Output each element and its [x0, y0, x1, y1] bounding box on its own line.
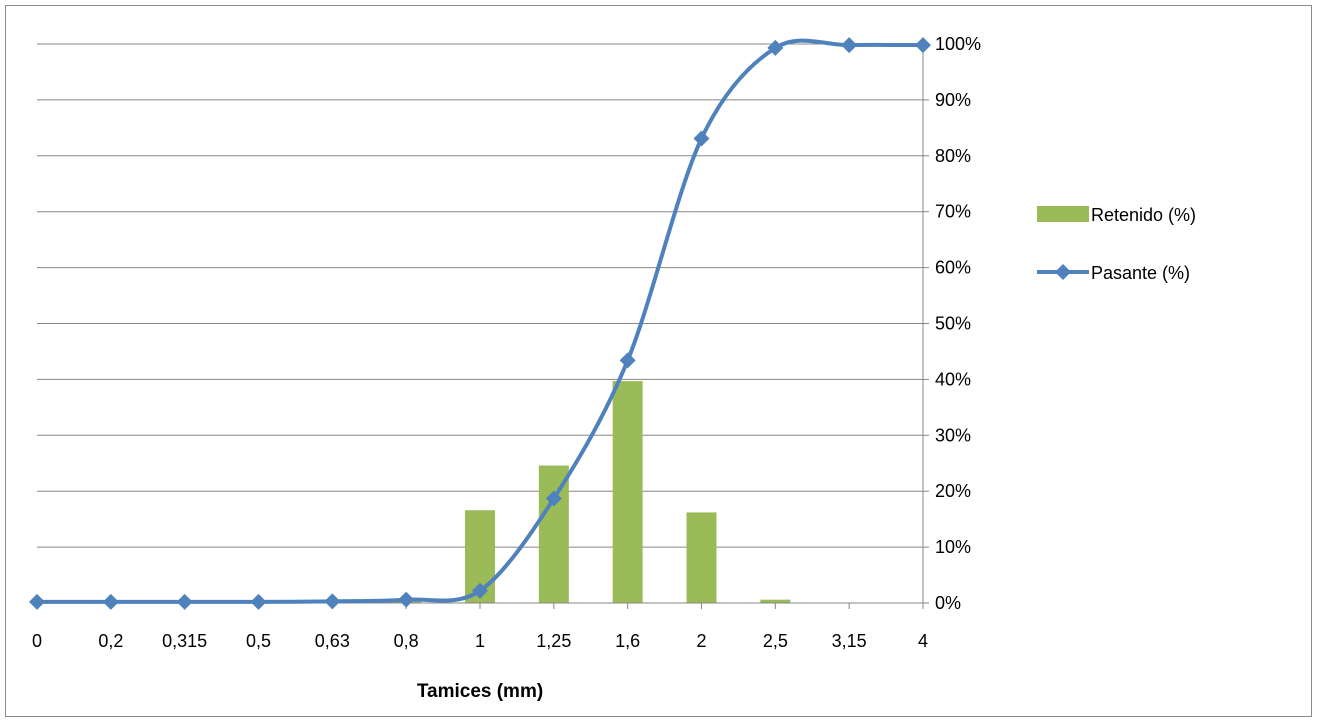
y-tick-label: 100%	[935, 34, 981, 54]
line-marker	[250, 593, 267, 610]
line-marker	[102, 593, 119, 610]
x-tick-label: 0,8	[394, 631, 419, 651]
x-axis-title: Tamices (mm)	[417, 681, 543, 702]
line-marker	[693, 130, 710, 147]
x-tick-label: 3,15	[832, 631, 867, 651]
y-tick-label: 80%	[935, 146, 971, 166]
y-tick-labels: 0% 10% 20% 30% 40% 50% 60% 70% 80% 90% 100%	[935, 34, 981, 613]
x-tick-label: 1,6	[615, 631, 640, 651]
x-tick-label: 0	[32, 631, 42, 651]
bar	[686, 512, 717, 603]
line-marker	[472, 582, 488, 599]
x-tick-label: 2,5	[763, 631, 788, 651]
line-series	[29, 37, 931, 610]
line-marker	[767, 39, 784, 56]
line-marker	[545, 490, 562, 507]
line-marker	[176, 593, 193, 610]
y-tick-label: 40%	[935, 369, 971, 389]
legend: Retenido (%) Pasante (%)	[1037, 205, 1196, 283]
x-tick-label: 4	[918, 631, 928, 651]
line-marker	[324, 593, 341, 610]
line-path	[37, 38, 924, 604]
bar	[612, 381, 643, 603]
legend-label-line: Pasante (%)	[1091, 263, 1190, 283]
y-tick-label: 30%	[935, 425, 971, 445]
gridlines	[37, 43, 923, 548]
line-marker	[619, 352, 636, 369]
x-tick-label: 1	[475, 631, 485, 651]
chart-frame	[5, 5, 1312, 717]
y-tick-label: 0%	[935, 593, 961, 613]
y-tick-label: 90%	[935, 90, 971, 110]
x-tick-label: 1,25	[536, 631, 571, 651]
y-tick-label: 50%	[935, 314, 971, 334]
x-tick-label: 2	[696, 631, 706, 651]
x-tick-label: 0,315	[162, 631, 207, 651]
x-tick-label: 0,5	[246, 631, 271, 651]
y-tick-label: 60%	[935, 258, 971, 278]
y-tick-label: 10%	[935, 537, 971, 557]
x-tick-label: 0,2	[98, 631, 123, 651]
y-tick-label: 70%	[935, 202, 971, 222]
line-marker	[841, 37, 858, 54]
line-marker	[915, 37, 931, 54]
y-tick-label: 20%	[935, 481, 971, 501]
x-tick-labels: 0 0,2 0,315 0,5 0,63 0,8 1 1,25 1,6 2 2,5 3,15 4	[32, 631, 928, 651]
legend-marker	[1055, 264, 1071, 280]
x-tick-label: 0,63	[315, 631, 350, 651]
legend-label-bar: Retenido (%)	[1091, 205, 1196, 225]
bar-series	[391, 381, 791, 603]
line-marker	[29, 593, 45, 610]
line-marker	[398, 591, 415, 608]
legend-swatch-bar	[1037, 206, 1089, 222]
bar	[760, 599, 791, 603]
bar	[538, 465, 569, 603]
